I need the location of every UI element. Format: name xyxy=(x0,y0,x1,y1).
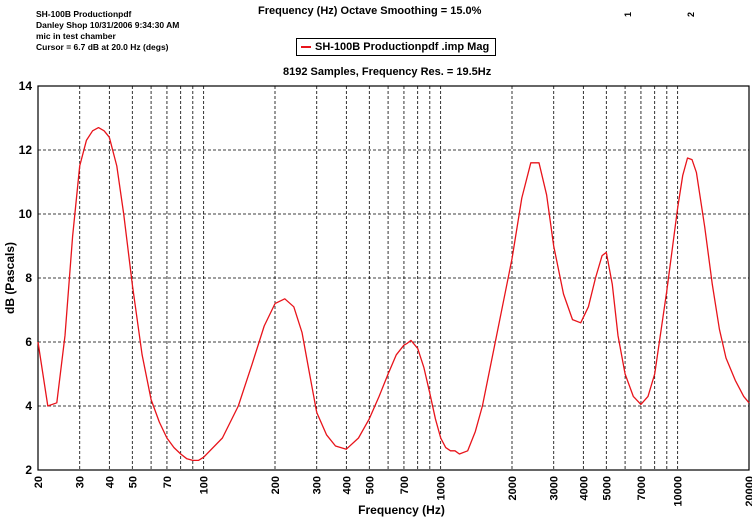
y-axis-label: dB (Pascals) xyxy=(3,242,17,314)
x-tick-label: 4000 xyxy=(578,476,590,500)
x-tick-label: 500 xyxy=(364,476,376,494)
y-tick-label: 4 xyxy=(25,399,32,413)
chart-title: Frequency (Hz) Octave Smoothing = 15.0% xyxy=(258,5,482,17)
y-tick-labels: 2 4 6 8 10 12 14 xyxy=(19,79,33,477)
legend-swatch xyxy=(301,46,311,48)
x-tick-label: 300 xyxy=(312,476,324,494)
x-tick-label: 70 xyxy=(162,476,174,488)
y-tick-label: 2 xyxy=(25,463,32,477)
info-line-1: SH-100B Productionpdf xyxy=(36,9,132,19)
x-tick-label: 20 xyxy=(33,476,45,488)
x-tick-label: 400 xyxy=(341,476,353,494)
info-line-3: mic in test chamber xyxy=(36,31,116,41)
y-tick-label: 12 xyxy=(19,143,33,157)
x-tick-label: 2000 xyxy=(507,476,519,500)
x-tick-label: 20000 xyxy=(744,476,752,507)
y-tick-label: 14 xyxy=(19,79,33,93)
x-tick-label: 10000 xyxy=(673,476,685,507)
x-tick-label: 700 xyxy=(399,476,411,494)
x-tick-label: 40 xyxy=(104,476,116,488)
chart-subtitle: 8192 Samples, Frequency Res. = 19.5Hz xyxy=(283,66,492,78)
series-line-magnitude xyxy=(37,126,750,462)
cursor-readout: Cursor = 6.7 dB at 20.0 Hz (degs) xyxy=(36,42,169,52)
x-tick-label: 3000 xyxy=(549,476,561,500)
x-tick-label: 7000 xyxy=(636,476,648,500)
plot-frame xyxy=(37,85,750,471)
legend[interactable]: SH-100B Productionpdf .imp Mag xyxy=(296,38,497,56)
x-tick-label: 200 xyxy=(270,476,282,494)
y-tick-label: 6 xyxy=(25,335,32,349)
legend-label: SH-100B Productionpdf .imp Mag xyxy=(315,41,490,53)
x-tick-label: 50 xyxy=(127,476,139,488)
x-tick-label: 30 xyxy=(75,476,87,488)
info-line-2: Danley Shop 10/31/2006 9:34:30 AM xyxy=(36,20,180,30)
grid-layer xyxy=(37,85,750,471)
x-tick-label: 1000 xyxy=(436,476,448,500)
x-tick-labels: 20 30 40 50 70 100 200 300 400 500 700 1000 2000 3000… xyxy=(33,476,752,507)
y-tick-label: 10 xyxy=(19,207,33,221)
series-layer xyxy=(37,126,750,462)
y-tick-label: 8 xyxy=(25,271,32,285)
measurement-info: SH-100B Productionpdf Danley Shop 10/31/… xyxy=(36,9,179,53)
x-tick-label: 5000 xyxy=(601,476,613,500)
x-tick-label: 100 xyxy=(199,476,211,494)
x-axis-label: Frequency (Hz) xyxy=(358,503,445,517)
